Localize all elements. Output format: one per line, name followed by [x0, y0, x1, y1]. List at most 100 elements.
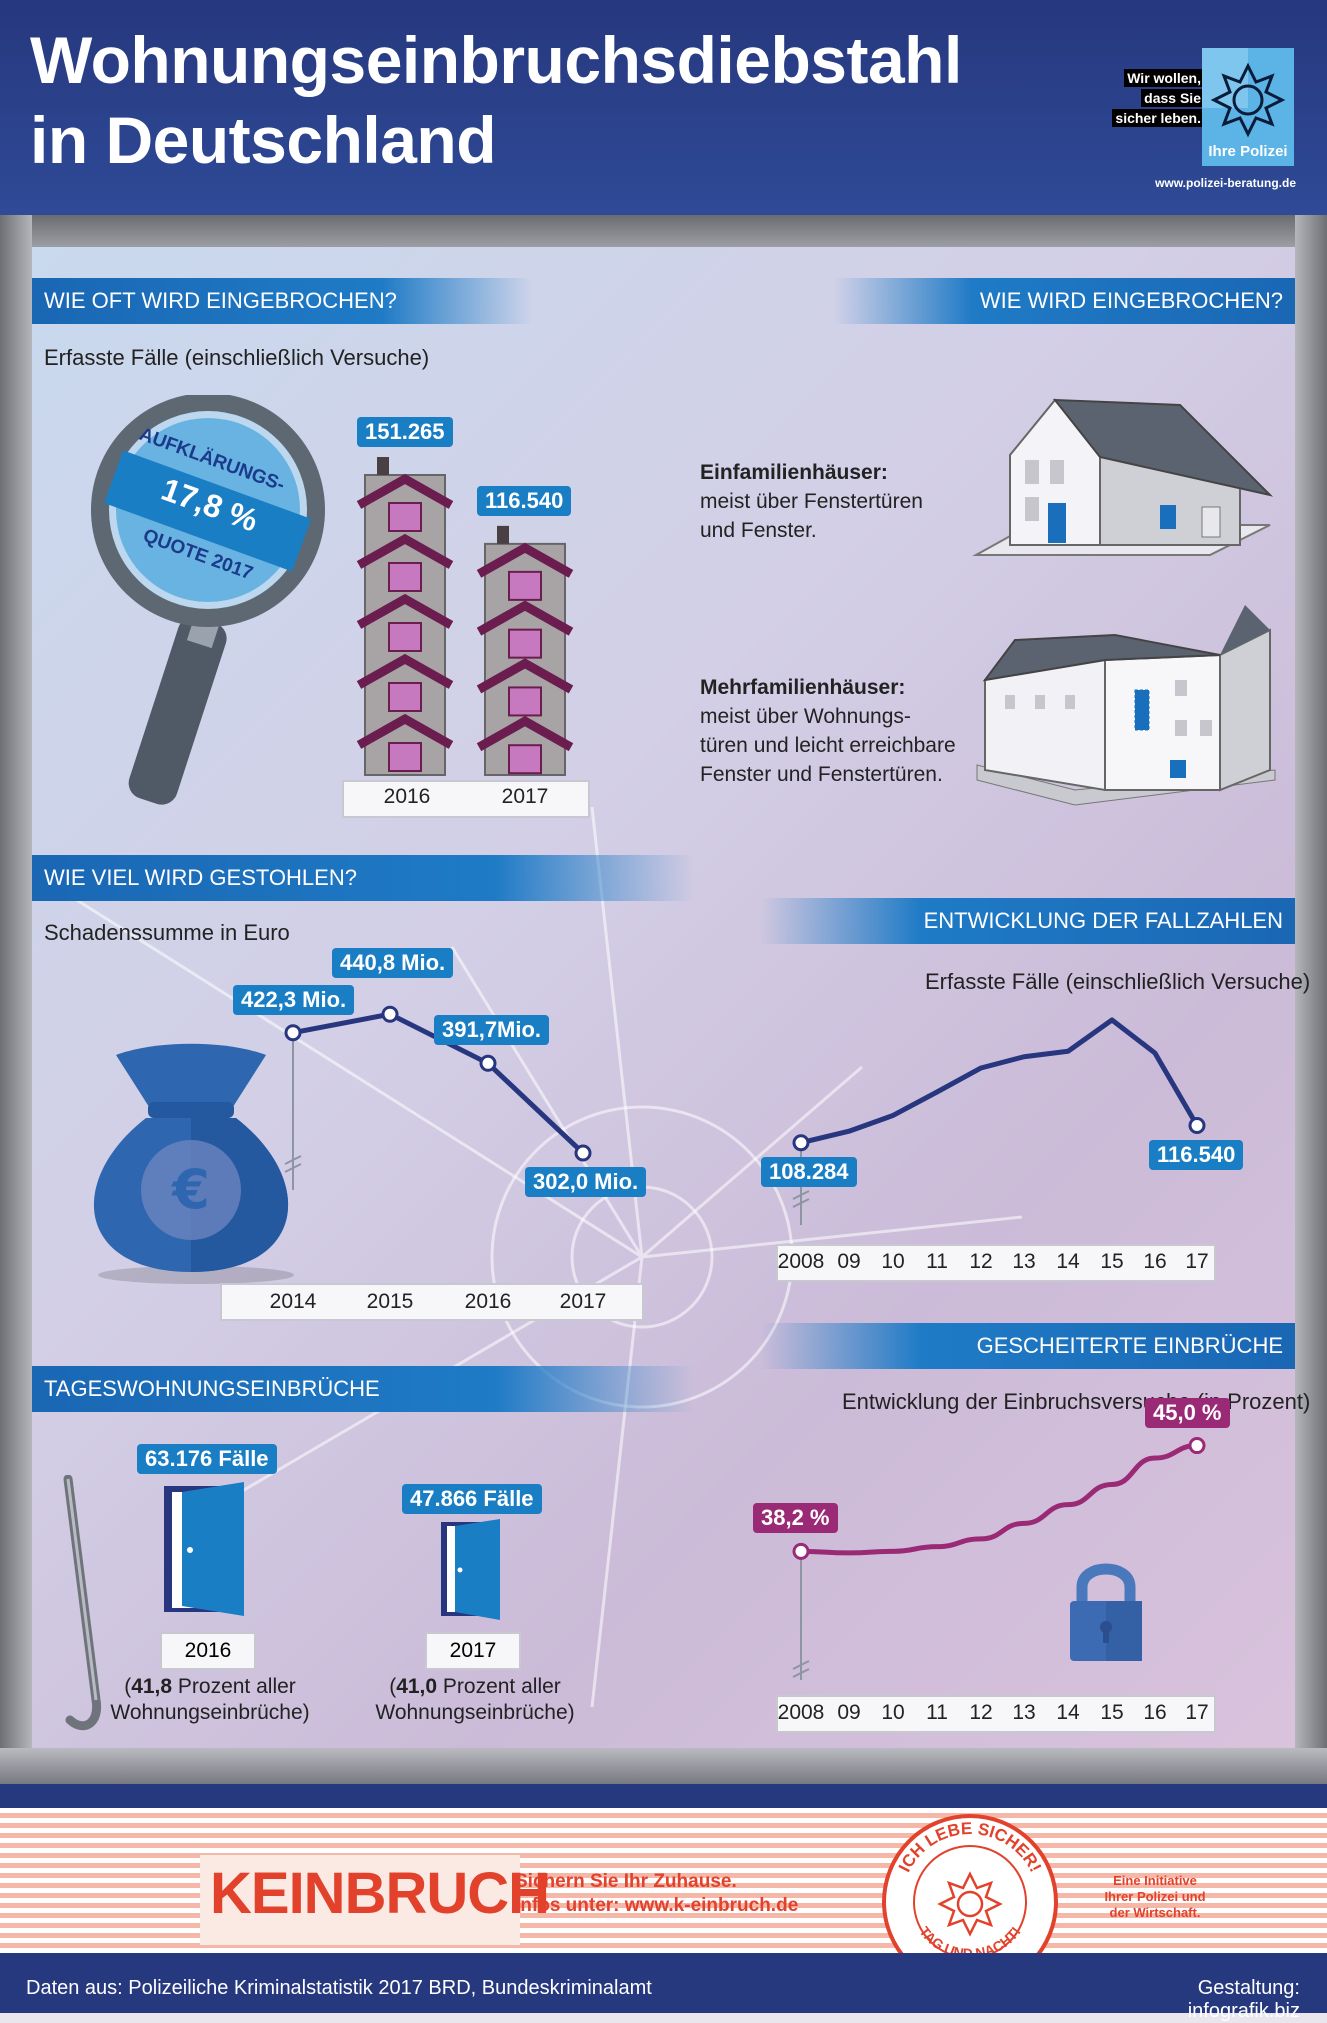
axis-break-mark — [792, 1660, 810, 1678]
single-family-line-2: und Fenster. — [700, 519, 817, 542]
x-tick-17: 17 — [1185, 1701, 1209, 1724]
loss-label-2014: 422,3 Mio. — [233, 984, 355, 1015]
x-tick-17: 17 — [1185, 1250, 1209, 1273]
daytime-note-2017: (41,0 Prozent aller Wohnungseinbrüche) — [365, 1674, 585, 1726]
magnifier-icon: AUFKLÄRUNGS- 17,8 % QUOTE 2017 — [91, 395, 325, 805]
x-tick-16: 16 — [1143, 1250, 1167, 1273]
footer-credit: Gestaltung: infografik.biz — [1187, 1977, 1300, 2022]
logo-slogan: Wir wollen, dass Sie sicher leben. — [1084, 68, 1204, 128]
development-axis — [776, 1244, 1216, 1282]
data-point-17 — [1188, 1117, 1206, 1135]
daytime-year-2017: 2017 — [425, 1632, 521, 1670]
section-title-how-often: WIE OFT WIRD EINGEBROCHEN? — [32, 278, 532, 324]
single-family-heading: Einfamilienhäuser: — [700, 461, 888, 484]
data-point-2015 — [381, 1005, 399, 1023]
svg-text:€: € — [170, 1158, 210, 1221]
x-tick-2014: 2014 — [269, 1290, 317, 1313]
daytime-badge-2017: 47.866 Fälle — [402, 1484, 542, 1514]
logo-line-1: Wir wollen, — [1124, 69, 1204, 87]
bar-category-2016: 2016 — [383, 785, 431, 808]
frame-right — [1295, 215, 1327, 1785]
x-tick-13: 13 — [1012, 1250, 1036, 1273]
bar-category-2017: 2017 — [501, 785, 549, 808]
failed-axis — [776, 1695, 1216, 1733]
cases-bar-chart — [356, 457, 574, 776]
section-title-how: WIE WIRD EINGEBROCHEN? — [834, 278, 1295, 324]
data-point-2016 — [479, 1054, 497, 1072]
x-tick-2015: 2015 — [366, 1290, 414, 1313]
section-title-development: ENTWICKLUNG DER FALLZAHLEN — [760, 898, 1295, 944]
multi-family-house-icon — [976, 605, 1276, 806]
x-tick-2016: 2016 — [464, 1290, 512, 1313]
multi-family-heading: Mehrfamilienhäuser: — [700, 676, 906, 699]
bar-2017 — [476, 525, 574, 776]
series-line — [800, 1443, 1198, 1556]
daytime-badge-2016: 63.176 Fälle — [137, 1444, 277, 1474]
bar-label-2017: 116.540 — [477, 485, 572, 516]
single-family-text: Einfamilienhäuser: meist über Fenstertür… — [700, 458, 923, 545]
footer-slogan-2[interactable]: Infos unter: www.k-einbruch.de — [515, 1895, 799, 1916]
x-tick-2017: 2017 — [559, 1290, 607, 1313]
development-label-2008: 108.284 — [761, 1156, 857, 1187]
bar-axis — [342, 780, 590, 818]
logo-line-2: dass Sie — [1141, 89, 1204, 107]
data-point-17 — [1188, 1437, 1206, 1455]
crowbar-icon — [63, 1475, 102, 1731]
development-subtitle: Erfasste Fälle (einschließlich Versuche) — [925, 969, 1311, 994]
frame-top — [0, 215, 1327, 247]
daytime-note-2016-pre: ( — [124, 1675, 132, 1698]
how-often-subtitle: Erfasste Fälle (einschließlich Versuche) — [44, 345, 430, 370]
k-einbruch-logo: KEINBRUCH — [210, 1858, 550, 1930]
brand-kein: KEIN — [210, 1861, 346, 1926]
x-tick-10: 10 — [881, 1701, 905, 1724]
footer-initiative: Eine Initiative Ihrer Polizei und der Wi… — [1070, 1873, 1240, 1921]
x-tick-15: 15 — [1100, 1701, 1124, 1724]
logo-line-3: sicher leben. — [1112, 109, 1204, 127]
loss-label-2015: 440,8 Mio. — [332, 948, 454, 979]
development-label-2017: 116.540 — [1149, 1139, 1244, 1170]
x-tick-2008: 2008 — [777, 1250, 825, 1273]
bar-2016 — [356, 457, 454, 776]
door-icon-2017 — [441, 1519, 500, 1620]
loss-label-2016: 391,7Mio. — [434, 1015, 550, 1046]
axis-break-mark — [284, 1155, 302, 1173]
padlock-icon — [1070, 1563, 1142, 1661]
brand-bruch: BRUCH — [344, 1861, 550, 1926]
x-tick-16: 16 — [1143, 1701, 1167, 1724]
bar-label-2016: 151.265 — [357, 417, 453, 447]
development-line-chart — [792, 1017, 1206, 1225]
x-tick-09: 09 — [837, 1250, 861, 1273]
daytime-note-2017-post: Prozent aller — [437, 1675, 561, 1698]
axis-break-mark — [792, 1190, 810, 1208]
footer-bar — [0, 1953, 1327, 2013]
initiative-line-1: Eine Initiative — [1113, 1873, 1197, 1888]
daytime-note-2016-post: Prozent aller — [172, 1675, 296, 1698]
police-star-logo: Ihre Polizei — [1202, 48, 1294, 166]
x-tick-14: 14 — [1056, 1701, 1080, 1724]
loss-axis — [220, 1283, 644, 1321]
money-bag-icon: € — [93, 1043, 294, 1284]
multi-family-line-1: meist über Wohnungs- — [700, 705, 911, 728]
footer-slogan-1: Sichern Sie Ihr Zuhause. — [515, 1871, 737, 1892]
data-point-2014 — [284, 1024, 302, 1042]
x-tick-15: 15 — [1100, 1250, 1124, 1273]
x-tick-12: 12 — [969, 1701, 993, 1724]
initiative-line-2: Ihrer Polizei und — [1104, 1889, 1206, 1904]
section-title-failed: GESCHEITERTE EINBRÜCHE — [760, 1323, 1295, 1369]
footer-brand-box — [200, 1855, 520, 1945]
data-point-2008 — [792, 1542, 810, 1560]
initiative-line-3: der Wirtschaft. — [1109, 1905, 1201, 1920]
logo-brand: Ihre Polizei — [1208, 143, 1287, 160]
single-family-line-1: meist über Fenstertüren — [700, 490, 923, 513]
daytime-pct-2016: 41,8 — [131, 1675, 173, 1698]
failed-label-2008: 38,2 % — [753, 1503, 838, 1534]
footer-slogan: Sichern Sie Ihr Zuhause. Infos unter: ww… — [515, 1870, 798, 1918]
failed-label-2017: 45,0 % — [1145, 1397, 1230, 1428]
daytime-note-2016-line-2: Wohnungseinbrüche) — [110, 1701, 310, 1724]
x-tick-2008: 2008 — [777, 1701, 825, 1724]
x-tick-12: 12 — [969, 1250, 993, 1273]
x-tick-09: 09 — [837, 1701, 861, 1724]
x-tick-11: 11 — [926, 1701, 948, 1724]
section-title-daytime: TAGESWOHNUNGSEINBRÜCHE — [32, 1366, 694, 1412]
daytime-pct-2017: 41,0 — [396, 1675, 438, 1698]
